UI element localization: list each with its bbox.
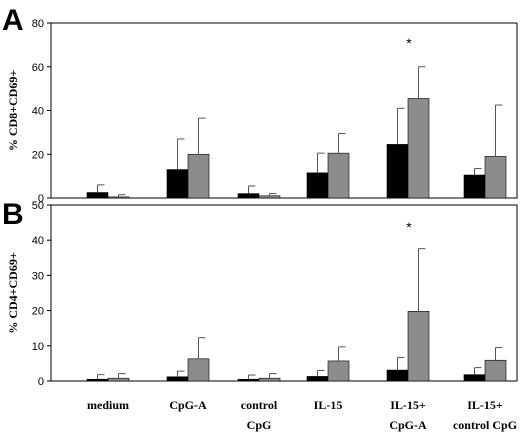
bar [107, 377, 130, 382]
bar [407, 311, 430, 382]
bar [306, 376, 329, 382]
y-tick-label: 20 [32, 306, 44, 318]
y-tick-label: 40 [32, 106, 44, 118]
bar [327, 152, 350, 199]
y-tick-label: 10 [32, 341, 44, 353]
bar [386, 144, 409, 199]
bar [258, 377, 281, 382]
bar [407, 98, 430, 199]
bar [484, 156, 507, 199]
y-tick-label: 0 [38, 193, 44, 205]
y-tick-label: 20 [32, 149, 44, 161]
y-tick-label: 60 [32, 62, 44, 74]
panel-letter-A: A [2, 4, 24, 37]
bar [463, 374, 486, 382]
bar [237, 193, 260, 199]
category-label: CpG-A [389, 418, 427, 432]
significance-star: * [406, 35, 412, 51]
y-tick-label: 0 [38, 376, 44, 388]
y-axis-title: % CD8+CD69+ [6, 70, 20, 152]
category-label: CpG-A [169, 398, 207, 412]
category-label: control [241, 398, 278, 412]
plot-frame [50, 22, 518, 199]
bar [107, 196, 130, 199]
bar [306, 172, 329, 199]
significance-star: * [406, 219, 412, 235]
y-axis-title: % CD4+CD69+ [6, 252, 20, 334]
bar [187, 358, 210, 382]
bar [463, 174, 486, 199]
y-tick-label: 50 [32, 200, 44, 212]
bar [166, 169, 189, 199]
bar [386, 369, 409, 382]
bar [86, 378, 109, 382]
category-label: IL-15+ [467, 398, 503, 412]
panel-letter-B: B [2, 198, 24, 231]
category-label: IL-15 [314, 398, 343, 412]
y-tick-label: 80 [32, 18, 44, 30]
bar [187, 153, 210, 199]
bar [484, 359, 507, 382]
y-tick-label: 40 [32, 235, 44, 247]
plot-frame [50, 204, 518, 382]
category-label: control CpG [453, 418, 517, 432]
bar [86, 192, 109, 199]
category-label: medium [87, 398, 129, 412]
bar [166, 376, 189, 382]
category-label: IL-15+ [390, 398, 426, 412]
bar [258, 195, 281, 199]
bar [327, 360, 350, 382]
category-label: CpG [247, 418, 272, 432]
bar [237, 378, 260, 382]
y-tick-label: 30 [32, 270, 44, 282]
